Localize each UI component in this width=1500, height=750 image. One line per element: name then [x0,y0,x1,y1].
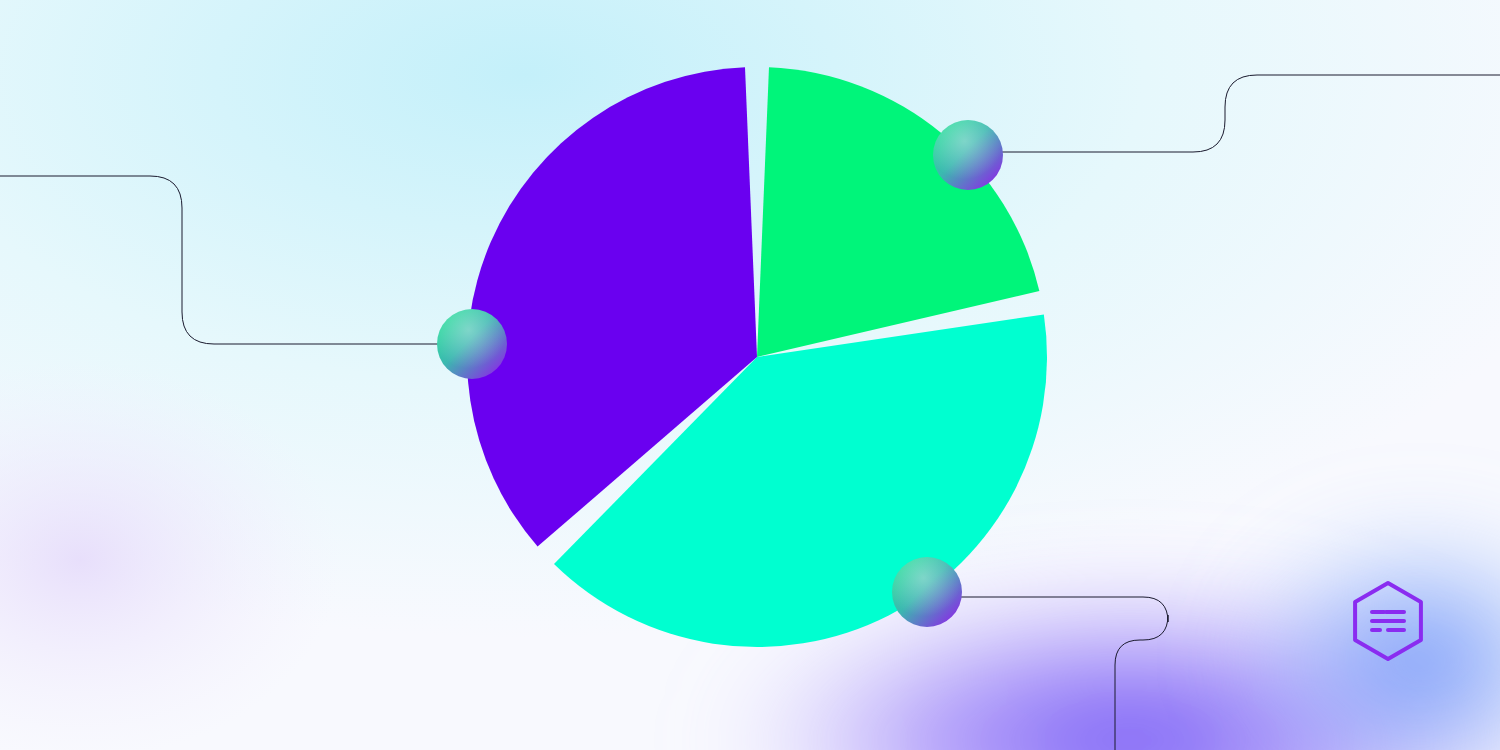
logo-hexagon [1355,583,1421,659]
sphere-highlight [892,557,962,627]
sphere [437,309,507,379]
sphere [892,557,962,627]
logo-bar [1386,610,1404,614]
sphere [933,120,1003,190]
pie [467,67,1047,647]
pie-slice [467,67,757,546]
spheres [437,120,1003,627]
connector-line [0,176,450,344]
sphere-highlight [437,309,507,379]
connector-line [990,75,1500,152]
connector-lines [0,75,1500,750]
logo-bar [1388,628,1404,632]
background [0,0,1500,750]
logo-bar [1372,628,1380,632]
logo [1355,583,1421,659]
logo-bar [1372,619,1404,623]
pie-slice [757,67,1039,357]
sphere-highlight [933,120,1003,190]
chart-svg [0,0,1500,750]
plot-area [467,67,1047,647]
background-blob [1220,510,1500,750]
logo-bar [1372,610,1384,614]
chart-container [0,0,1500,750]
connector-line [950,597,1168,750]
background-blob [0,360,340,750]
